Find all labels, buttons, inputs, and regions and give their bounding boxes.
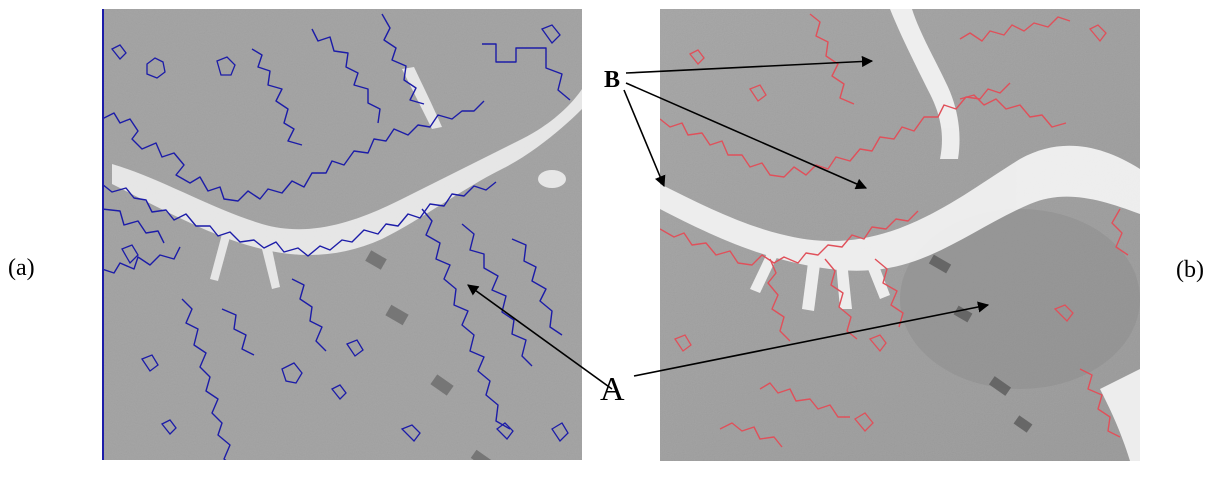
left-terrain-image xyxy=(102,9,582,460)
dark-scar xyxy=(365,250,492,460)
right-terrain-svg xyxy=(660,9,1140,461)
blue-islands xyxy=(110,24,569,443)
panel-label-b: (b) xyxy=(1176,257,1204,283)
bright-valleys xyxy=(660,9,1140,461)
bright-ridges xyxy=(112,67,582,289)
arrow-b-left xyxy=(623,89,666,188)
callout-label-b: B xyxy=(604,67,620,93)
callout-label-a: A xyxy=(600,371,625,408)
left-terrain-svg xyxy=(102,9,582,460)
blue-contours xyxy=(102,13,571,460)
right-terrain-image xyxy=(660,9,1140,461)
panel-label-a: (a) xyxy=(8,255,35,281)
